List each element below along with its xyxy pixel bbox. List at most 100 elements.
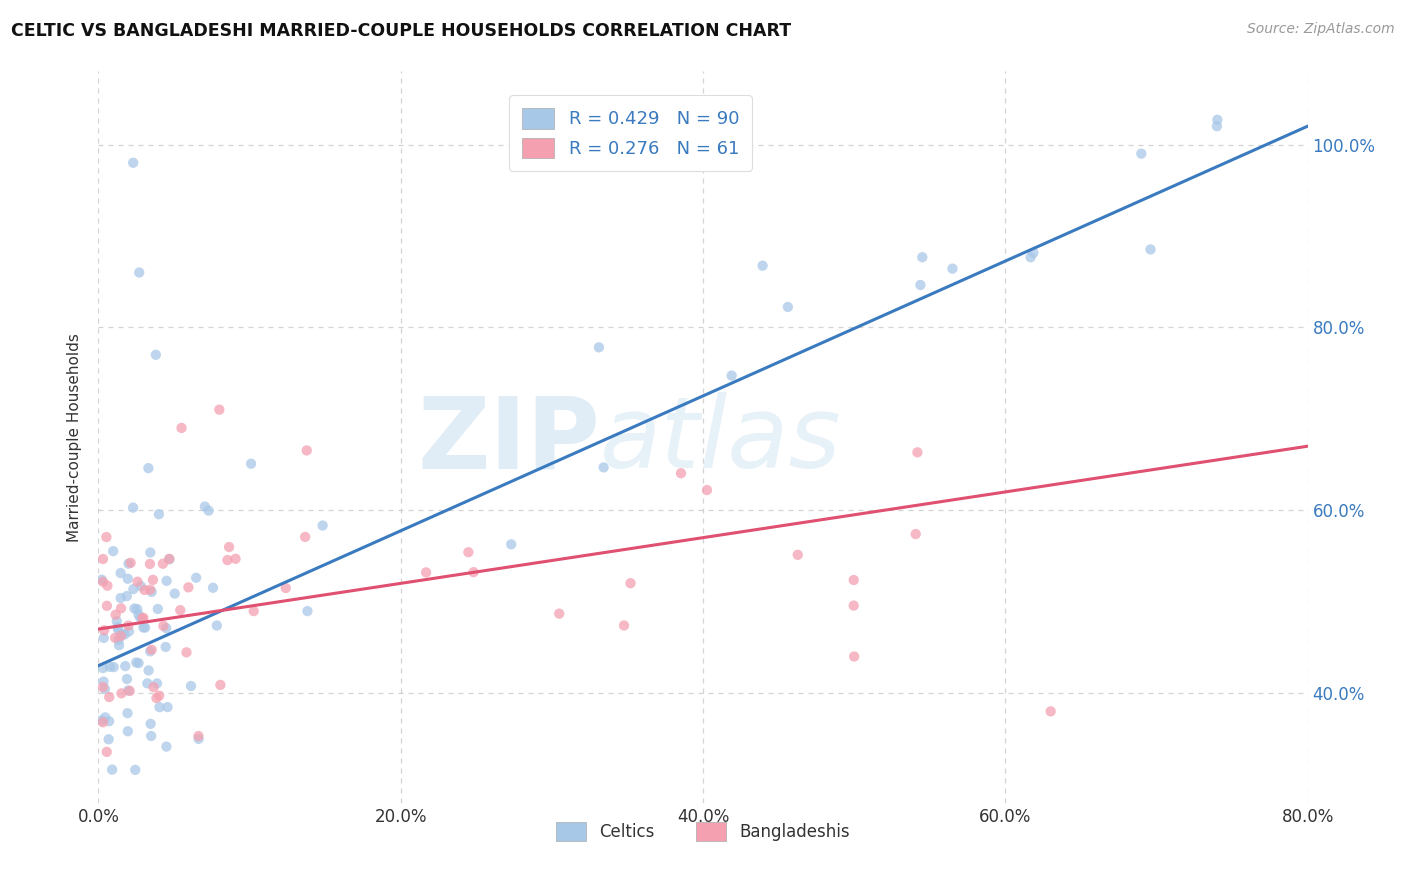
Point bbox=[110, 566, 132, 580]
Point bbox=[120, 556, 142, 570]
Point bbox=[139, 644, 162, 658]
Point bbox=[294, 530, 316, 544]
Point bbox=[117, 724, 139, 739]
Point bbox=[118, 624, 141, 639]
Point bbox=[94, 681, 117, 696]
Point bbox=[415, 566, 437, 580]
Point bbox=[146, 602, 169, 616]
Point bbox=[1139, 243, 1161, 257]
Point bbox=[457, 545, 479, 559]
Point bbox=[141, 585, 163, 599]
Point bbox=[117, 572, 139, 586]
Point bbox=[146, 676, 169, 690]
Point bbox=[1039, 705, 1062, 719]
Point bbox=[93, 624, 115, 638]
Point bbox=[148, 507, 170, 521]
Point bbox=[152, 619, 174, 633]
Point bbox=[107, 632, 129, 647]
Point bbox=[295, 443, 318, 458]
Point bbox=[114, 659, 136, 673]
Point bbox=[911, 250, 934, 264]
Text: CELTIC VS BANGLADESHI MARRIED-COUPLE HOUSEHOLDS CORRELATION CHART: CELTIC VS BANGLADESHI MARRIED-COUPLE HOU… bbox=[11, 22, 792, 40]
Point bbox=[107, 620, 129, 634]
Point bbox=[132, 611, 155, 625]
Point bbox=[751, 259, 773, 273]
Point bbox=[1019, 250, 1042, 264]
Point bbox=[145, 348, 167, 362]
Point bbox=[139, 557, 162, 571]
Point bbox=[128, 607, 150, 622]
Point bbox=[225, 551, 247, 566]
Point bbox=[96, 599, 118, 613]
Point bbox=[910, 277, 932, 292]
Point bbox=[98, 690, 121, 704]
Point bbox=[163, 586, 186, 600]
Point bbox=[129, 610, 152, 624]
Point bbox=[91, 552, 114, 566]
Point bbox=[240, 457, 263, 471]
Point bbox=[720, 368, 742, 383]
Point bbox=[141, 642, 163, 657]
Point bbox=[103, 660, 125, 674]
Point bbox=[101, 763, 124, 777]
Point bbox=[124, 601, 146, 615]
Point bbox=[155, 640, 177, 654]
Point bbox=[157, 552, 180, 566]
Point bbox=[588, 340, 610, 354]
Point bbox=[96, 745, 118, 759]
Point bbox=[94, 710, 117, 724]
Point bbox=[128, 266, 150, 280]
Point bbox=[156, 700, 179, 714]
Point bbox=[217, 553, 239, 567]
Point bbox=[105, 614, 128, 628]
Point bbox=[1022, 245, 1045, 260]
Point bbox=[97, 732, 120, 747]
Point bbox=[107, 623, 129, 637]
Point bbox=[103, 544, 125, 558]
Point bbox=[205, 618, 228, 632]
Point bbox=[104, 631, 127, 645]
Point bbox=[115, 589, 138, 603]
Point bbox=[201, 581, 224, 595]
Point bbox=[186, 571, 208, 585]
Point bbox=[155, 739, 177, 754]
Point bbox=[125, 656, 148, 670]
Point bbox=[218, 540, 240, 554]
Point bbox=[842, 573, 865, 587]
Point bbox=[613, 618, 636, 632]
Point bbox=[187, 731, 209, 746]
Point bbox=[157, 552, 180, 566]
Point bbox=[139, 716, 162, 731]
Point bbox=[142, 680, 165, 694]
Point bbox=[155, 621, 177, 635]
Point bbox=[110, 686, 132, 700]
Point bbox=[194, 500, 217, 514]
Point bbox=[1206, 112, 1229, 127]
Point bbox=[93, 631, 115, 645]
Point bbox=[117, 706, 139, 721]
Point bbox=[129, 579, 152, 593]
Point bbox=[208, 402, 231, 417]
Point bbox=[104, 607, 127, 622]
Point bbox=[139, 545, 162, 559]
Point bbox=[297, 604, 319, 618]
Point bbox=[941, 261, 963, 276]
Point bbox=[110, 601, 132, 615]
Point bbox=[187, 729, 209, 743]
Point bbox=[155, 574, 177, 588]
Point bbox=[463, 565, 485, 579]
Point bbox=[592, 460, 614, 475]
Point bbox=[209, 678, 232, 692]
Point bbox=[115, 672, 138, 686]
Point bbox=[90, 573, 112, 587]
Point bbox=[122, 500, 145, 515]
Point bbox=[117, 683, 139, 698]
Y-axis label: Married-couple Households: Married-couple Households bbox=[67, 333, 83, 541]
Point bbox=[907, 445, 929, 459]
Point bbox=[152, 557, 174, 571]
Point bbox=[91, 661, 114, 675]
Point bbox=[118, 684, 141, 698]
Point bbox=[1206, 119, 1229, 133]
Point bbox=[128, 656, 150, 670]
Point bbox=[124, 763, 146, 777]
